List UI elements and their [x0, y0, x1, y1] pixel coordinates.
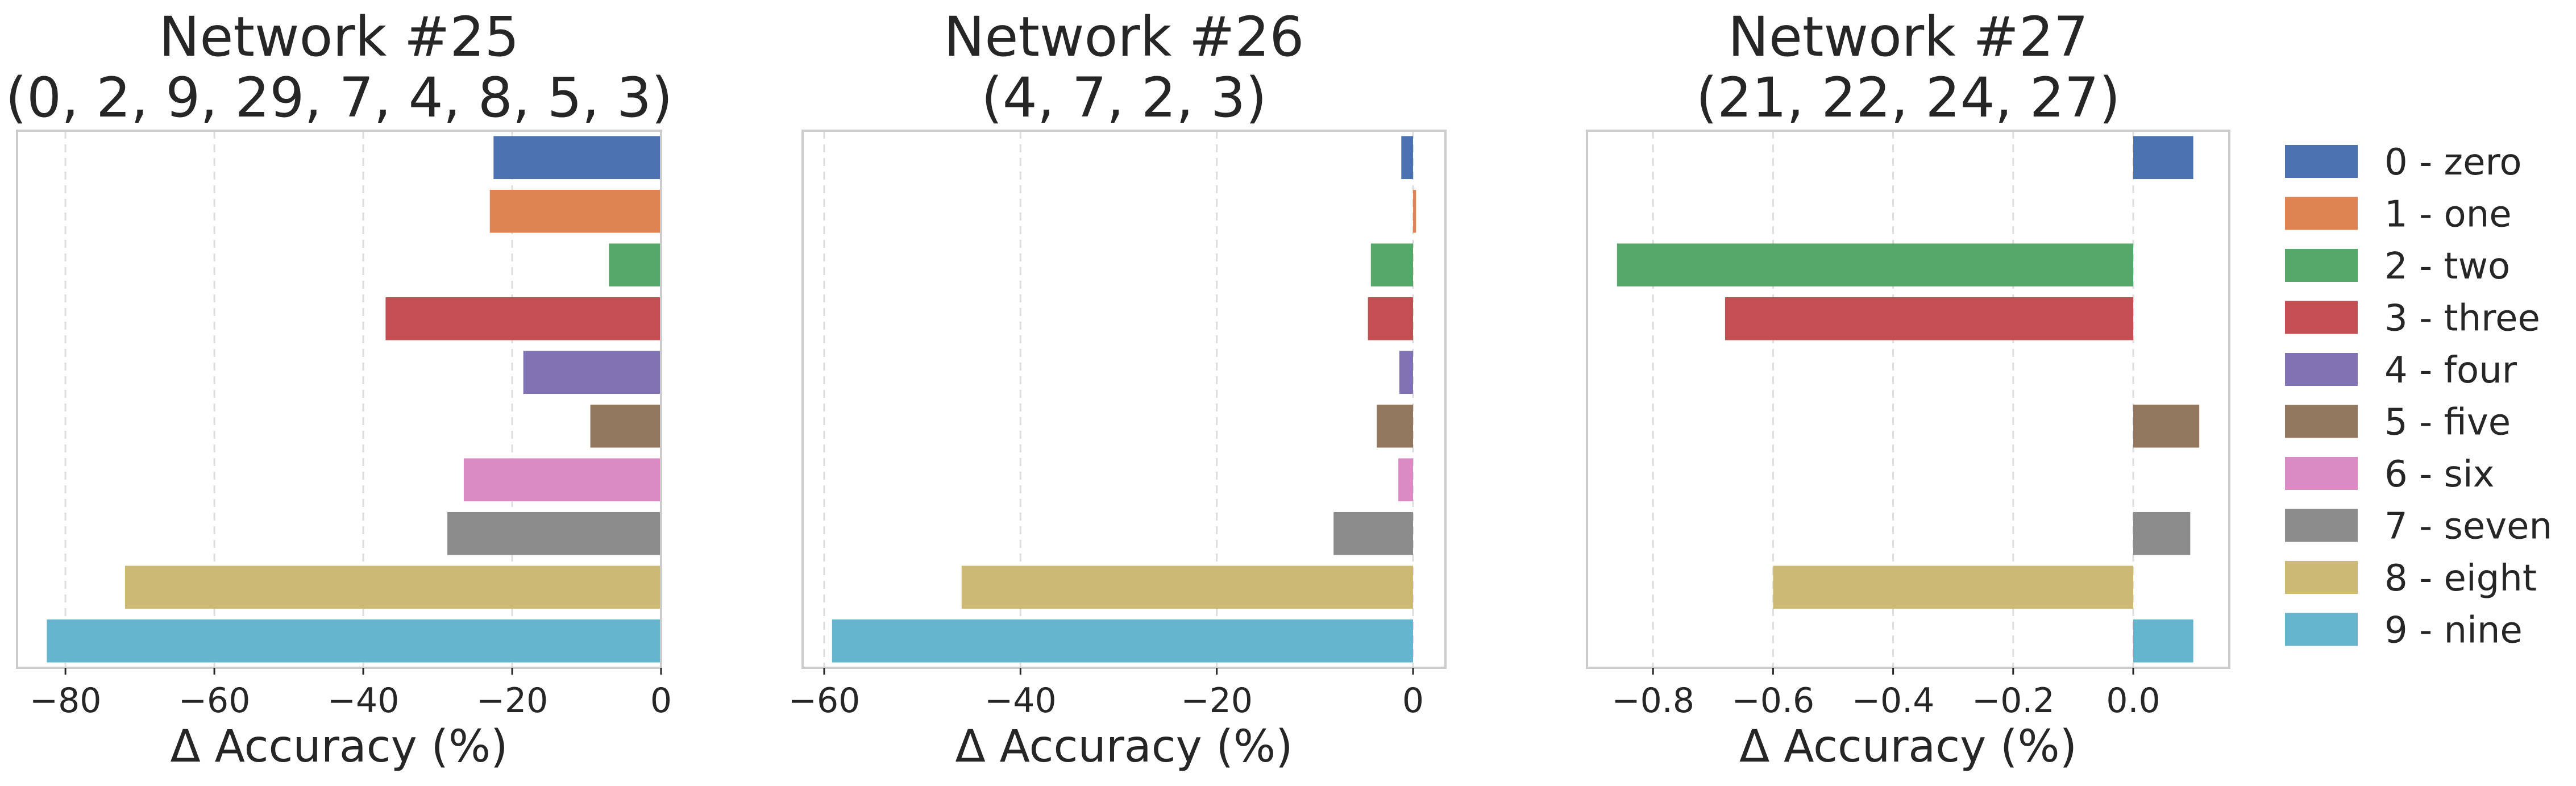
legend-label: 4 - four: [2384, 350, 2517, 392]
legend-swatch: [2285, 613, 2358, 646]
bar-2-two: [1617, 243, 2134, 287]
chart-title: Network #25: [159, 5, 520, 69]
x-tick-label: −20: [1181, 681, 1253, 721]
bar-0-zero: [1401, 136, 1414, 180]
legend-swatch: [2285, 457, 2358, 490]
bar-0-zero: [2133, 136, 2193, 180]
legend-label: 7 - seven: [2384, 506, 2552, 548]
plot-frame: [1586, 130, 2230, 669]
x-axis-label: Δ Accuracy (%): [170, 721, 508, 772]
x-tick-label: 0: [650, 681, 672, 721]
chart-panel-1: −80 −60 −40 −20 0 Δ Accuracy (%) Network #25(0…: [6, 5, 673, 772]
x-tick-label: −60: [178, 681, 251, 721]
x-tick-label: −40: [327, 681, 400, 721]
bar-3-three: [1725, 297, 2134, 340]
chart-panel-3: −0.8 −0.6 −0.4 −0.2 0.0 Δ Accuracy (%) Network…: [1586, 5, 2230, 772]
x-tick-label: −20: [476, 681, 549, 721]
chart-title: Network #27: [1728, 5, 2088, 69]
legend-swatch: [2285, 561, 2358, 594]
bar-3-three: [1368, 297, 1414, 340]
legend-label: 6 - six: [2384, 454, 2495, 496]
chart-panel-2: −60 −40 −20 0 Δ Accuracy (%) Network #26(4, 7…: [788, 5, 1447, 772]
legend-label: 8 - eight: [2384, 558, 2537, 600]
bar-5-five: [1377, 404, 1414, 448]
legend-label: 0 - zero: [2384, 142, 2522, 184]
bar-7-seven: [1333, 511, 1414, 555]
legend-label: 1 - one: [2384, 194, 2512, 236]
x-tick-label: −80: [30, 681, 102, 721]
legend: 0 - zero 1 - one 2 - two 3 - three 4 - four 5…: [2285, 142, 2552, 652]
bar-0-zero: [493, 136, 661, 180]
plot-frame: [801, 130, 1447, 669]
legend-swatch: [2285, 197, 2358, 230]
bar-7-seven: [2133, 511, 2191, 555]
bar-8-eight: [961, 565, 1414, 609]
bar-9-nine: [47, 619, 661, 663]
legend-swatch: [2285, 509, 2358, 542]
bar-2-two: [1370, 243, 1414, 287]
x-tick-label: −0.2: [1972, 681, 2055, 721]
bar-1-one: [489, 189, 661, 233]
x-axis-label: Δ Accuracy (%): [1739, 721, 2077, 772]
bar-5-five: [2133, 404, 2200, 448]
bar-5-five: [590, 404, 661, 448]
chart-subtitle: (21, 22, 24, 27): [1696, 66, 2121, 130]
x-axis-label: Δ Accuracy (%): [955, 721, 1293, 772]
bar-9-nine: [2133, 619, 2193, 663]
bar-3-three: [385, 297, 661, 340]
bar-6-six: [463, 458, 661, 502]
bar-1-one: [1413, 189, 1416, 233]
legend-label: 2 - two: [2384, 246, 2510, 288]
bar-9-nine: [832, 619, 1414, 663]
x-tick-label: −0.6: [1732, 681, 1815, 721]
bar-4-four: [523, 351, 661, 394]
legend-label: 3 - three: [2384, 298, 2540, 340]
bar-8-eight: [124, 565, 661, 609]
bar-7-seven: [447, 511, 661, 555]
chart-subtitle: (0, 2, 9, 29, 7, 4, 8, 5, 3): [6, 66, 673, 130]
legend-swatch: [2285, 353, 2358, 386]
legend-swatch: [2285, 249, 2358, 282]
legend-swatch: [2285, 405, 2358, 438]
x-tick-label: 0: [1402, 681, 1424, 721]
bar-4-four: [1399, 351, 1414, 394]
x-tick-label: 0.0: [2106, 681, 2160, 721]
plot-frame: [16, 130, 662, 669]
chart-title: Network #26: [944, 5, 1304, 69]
x-tick-label: −0.8: [1611, 681, 1694, 721]
legend-label: 9 - nine: [2384, 610, 2523, 652]
legend-label: 5 - five: [2384, 402, 2511, 444]
x-tick-label: −60: [788, 681, 861, 721]
legend-swatch: [2285, 145, 2358, 178]
x-tick-label: −0.4: [1852, 681, 1935, 721]
chart-subtitle: (4, 7, 2, 3): [981, 66, 1266, 130]
bar-2-two: [609, 243, 661, 287]
bar-8-eight: [1773, 565, 2134, 609]
legend-swatch: [2285, 301, 2358, 334]
x-tick-label: −40: [984, 681, 1057, 721]
bar-6-six: [1398, 458, 1414, 502]
